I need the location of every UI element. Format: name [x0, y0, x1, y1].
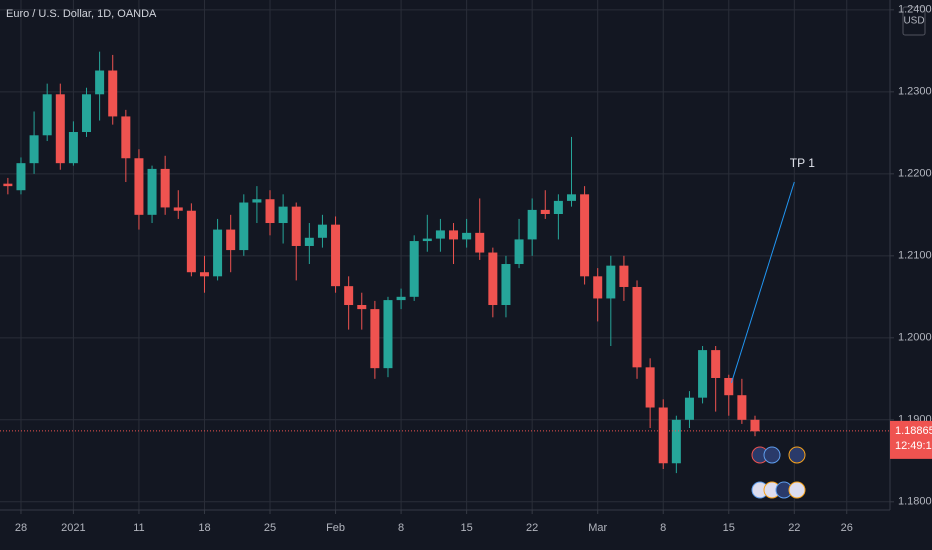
candle-body — [134, 158, 144, 215]
event-icon — [763, 446, 781, 464]
x-tick-label: 26 — [841, 522, 853, 534]
candle-body — [278, 206, 288, 224]
candle-body — [593, 276, 603, 299]
candle-body — [226, 229, 236, 251]
y-tick-label: 1.18000 — [898, 496, 932, 508]
x-tick-label: 25 — [264, 522, 276, 534]
candle-body — [291, 206, 301, 246]
event-icons — [751, 446, 806, 499]
x-tick-label: 2021 — [61, 522, 85, 534]
currency: USD — [903, 16, 924, 27]
candle-body — [540, 209, 550, 215]
candle-body — [95, 70, 105, 95]
candle-body — [265, 199, 275, 224]
candle-body — [580, 194, 590, 277]
candle-body — [173, 207, 183, 211]
candle-body — [82, 94, 92, 133]
candle-body — [435, 230, 445, 239]
candle-body — [3, 183, 13, 187]
last-price-box — [890, 420, 932, 459]
candle-body — [514, 239, 524, 265]
annotation-label: TP 1 — [790, 156, 815, 170]
candle-body — [606, 265, 616, 299]
candle-body — [16, 163, 26, 191]
candle-body — [29, 135, 39, 164]
candle-body — [422, 238, 432, 242]
x-tick-label: 22 — [526, 522, 538, 534]
candle-body — [488, 252, 498, 306]
candle-body — [658, 407, 668, 464]
candle-body — [449, 230, 459, 240]
candle-body — [409, 241, 419, 297]
trend-line — [730, 181, 795, 384]
event-icon — [788, 446, 806, 464]
candle-body — [42, 94, 52, 136]
candle-body — [698, 350, 708, 398]
x-tick-label: 15 — [723, 522, 735, 534]
y-tick-label: 1.22000 — [898, 168, 932, 180]
candle-body — [357, 305, 367, 310]
candle-body — [566, 194, 576, 201]
candle-body — [737, 395, 747, 420]
candle-body — [121, 116, 131, 159]
countdown-label: 12:49:15 — [895, 440, 932, 452]
currency-box[interactable] — [902, 6, 926, 36]
candles — [3, 51, 760, 474]
candle-body — [55, 94, 65, 164]
x-tick-label: Mar — [588, 522, 607, 534]
candle-body — [462, 232, 472, 240]
y-tick-label: 1.23000 — [898, 86, 932, 98]
candle-body — [711, 350, 721, 378]
candle-body — [239, 202, 249, 251]
chart-title: Euro / U.S. Dollar, 1D, OANDA — [6, 8, 157, 20]
candle-body — [396, 296, 406, 301]
x-tick-label: 28 — [15, 522, 27, 534]
x-tick-label: 11 — [133, 522, 144, 534]
candle-body — [475, 232, 485, 253]
candle-body — [252, 199, 262, 203]
candle-body — [501, 264, 511, 306]
x-tick-label: 22 — [788, 522, 800, 534]
candle-body — [147, 168, 157, 215]
candle-body — [68, 132, 78, 164]
candle-body — [619, 265, 629, 287]
y-tick-label: 1.21000 — [898, 250, 932, 262]
x-tick-label: 18 — [198, 522, 210, 534]
candle-body — [724, 377, 734, 396]
candle-body — [632, 286, 642, 368]
candle-body — [370, 309, 380, 369]
x-tick-label: 8 — [398, 522, 404, 534]
candle-body — [108, 70, 118, 117]
candle-body — [331, 224, 341, 287]
candle-body — [645, 367, 655, 408]
candle-body — [160, 168, 170, 208]
y-tick-label: 1.20000 — [898, 332, 932, 344]
x-tick-label: 15 — [461, 522, 473, 534]
candle-body — [304, 237, 314, 246]
candle-body — [684, 397, 694, 420]
candle-body — [553, 200, 563, 215]
candle-body — [383, 300, 393, 369]
x-tick-label: 8 — [660, 522, 666, 534]
last-price-label: 1.18865 — [895, 425, 932, 437]
candle-body — [186, 210, 196, 273]
candle-body — [213, 229, 223, 277]
candle-body — [317, 224, 327, 238]
candle-body — [671, 419, 681, 464]
x-tick-label: Feb — [326, 522, 345, 534]
candle-body — [199, 272, 209, 277]
overlay: TP 1 — [0, 156, 890, 432]
y-tick-label: 1.24000 — [898, 4, 932, 16]
candle-body — [750, 419, 760, 432]
candle-body — [344, 286, 354, 306]
event-icon — [788, 481, 806, 499]
candle-body — [527, 209, 537, 240]
